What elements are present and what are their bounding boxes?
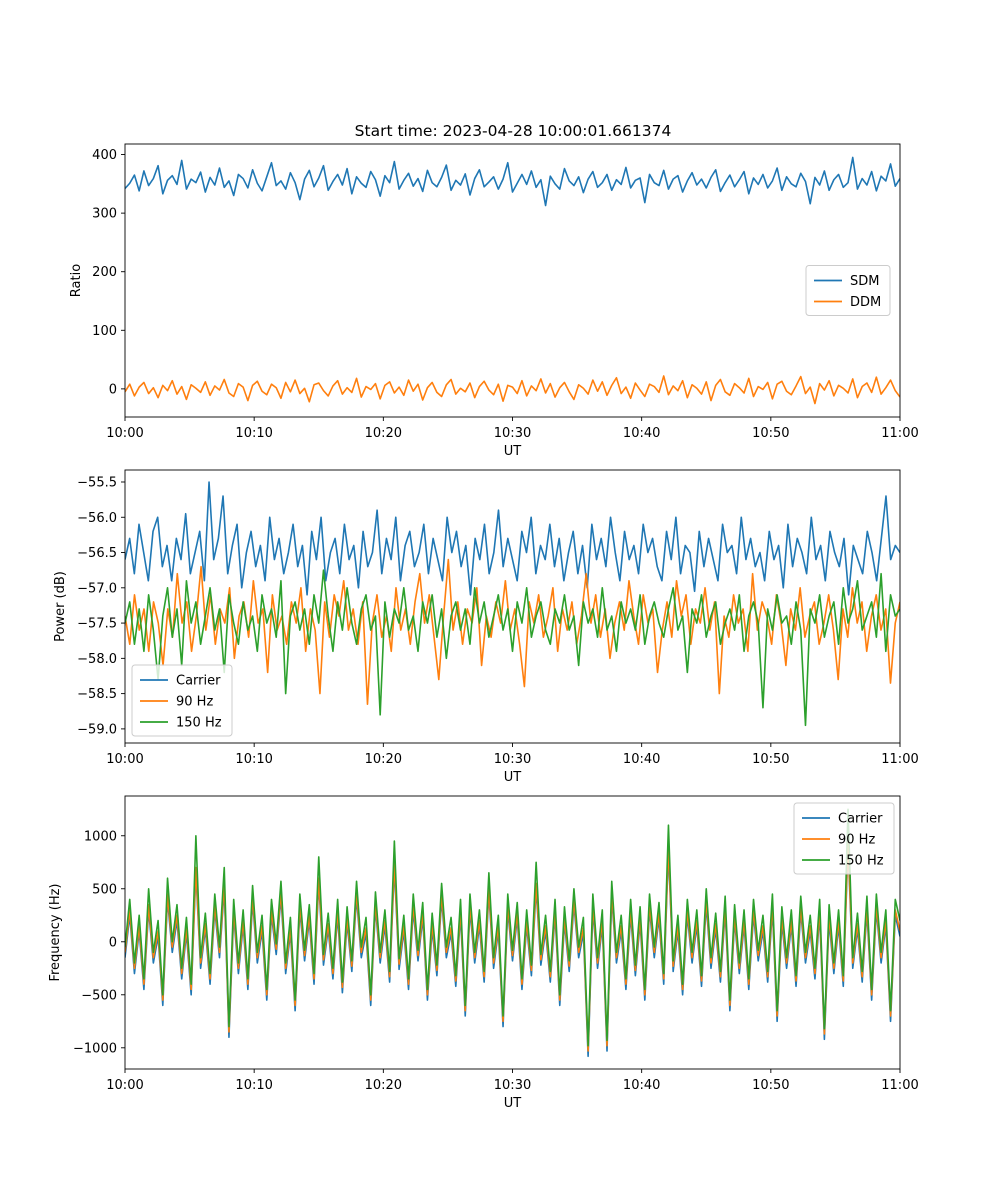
legend-label: Carrier [176, 674, 221, 689]
x-tick-label: 10:40 [623, 1078, 660, 1093]
x-tick-label: 10:20 [365, 1078, 402, 1093]
legend-box [793, 802, 895, 875]
y-tick-label: −55.5 [77, 475, 117, 490]
y-tick-label: 300 [92, 207, 117, 222]
series-line-150-hz [125, 569, 900, 727]
y-tick-label: −58.5 [77, 687, 117, 702]
legend-label: SDM [850, 274, 879, 289]
y-axis-label: Ratio [69, 264, 84, 297]
x-tick-label: 11:00 [881, 1078, 918, 1093]
x-tick-label: 10:30 [494, 426, 531, 441]
legend-box [805, 265, 891, 316]
y-tick-label: 400 [92, 148, 117, 163]
legend-label: DDM [850, 295, 881, 310]
y-tick-label: −1000 [73, 1041, 117, 1056]
y-axis-label: Frequency (Hz) [48, 883, 63, 981]
y-tick-label: −56.0 [77, 511, 117, 526]
figure-title: Start time: 2023-04-28 10:00:01.661374 [355, 122, 672, 140]
x-tick-label: 11:00 [881, 426, 918, 441]
legend: Carrier 90 Hz 150 Hz [131, 664, 233, 737]
x-tick-label: 10:20 [365, 752, 402, 767]
x-tick-label: 10:00 [106, 1078, 143, 1093]
legend-label: 90 Hz [838, 833, 875, 848]
x-tick-label: 11:00 [881, 752, 918, 767]
legend-label: 90 Hz [176, 695, 213, 710]
x-tick-label: 10:50 [752, 752, 789, 767]
x-tick-label: 10:00 [106, 426, 143, 441]
power-panel: 10:00 10:10 10:20 10:30 10:40 10:50 11:00 −55.5… [53, 469, 919, 785]
series-line-carrier [125, 481, 900, 596]
legend-label: Carrier [838, 812, 883, 827]
legend-label: 150 Hz [838, 854, 884, 869]
y-tick-label: 1000 [84, 829, 117, 844]
series-line-sdm [125, 156, 900, 207]
series-line-90-hz [125, 558, 900, 706]
x-axis-label: UT [504, 1096, 522, 1111]
x-tick-label: 10:50 [752, 1078, 789, 1093]
y-tick-label: −56.5 [77, 546, 117, 561]
x-tick-label: 10:10 [235, 426, 272, 441]
frequency-panel: 10:00 10:10 10:20 10:30 10:40 10:50 11:00 −1000… [48, 795, 919, 1111]
legend: Carrier 90 Hz 150 Hz [793, 802, 895, 875]
x-tick-label: 10:20 [365, 426, 402, 441]
x-tick-label: 10:40 [623, 752, 660, 767]
series-line-ddm [125, 375, 900, 405]
y-tick-label: 0 [109, 382, 117, 397]
x-tick-label: 10:00 [106, 752, 143, 767]
ratio-panel: 10:00 10:10 10:20 10:30 10:40 10:50 11:00 0 100 2… [69, 143, 919, 459]
x-tick-label: 10:30 [494, 752, 531, 767]
x-tick-label: 10:40 [623, 426, 660, 441]
y-tick-label: 100 [92, 324, 117, 339]
y-tick-label: −57.5 [77, 617, 117, 632]
x-tick-label: 10:30 [494, 1078, 531, 1093]
x-tick-label: 10:10 [235, 752, 272, 767]
legend-box [131, 664, 233, 737]
axes-frame [124, 469, 901, 744]
y-tick-label: −59.0 [77, 722, 117, 737]
x-axis-label: UT [504, 444, 522, 459]
y-tick-label: 0 [109, 935, 117, 950]
x-tick-label: 10:10 [235, 1078, 272, 1093]
y-tick-label: 500 [92, 882, 117, 897]
y-tick-label: 200 [92, 265, 117, 280]
y-tick-label: −500 [81, 988, 117, 1003]
y-axis-label: Power (dB) [53, 571, 68, 642]
legend-label: 150 Hz [176, 716, 222, 731]
x-axis-label: UT [504, 770, 522, 785]
x-tick-label: 10:50 [752, 426, 789, 441]
y-tick-label: −57.0 [77, 581, 117, 596]
legend: SDM DDM [805, 265, 891, 316]
y-tick-label: −58.0 [77, 652, 117, 667]
series-line-150-hz [125, 808, 900, 1047]
